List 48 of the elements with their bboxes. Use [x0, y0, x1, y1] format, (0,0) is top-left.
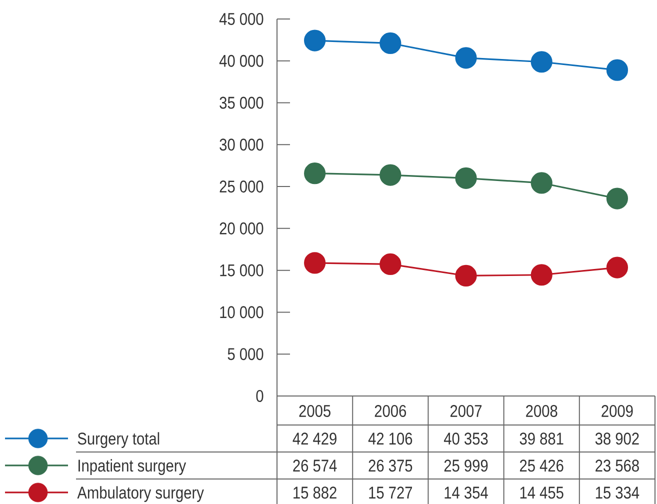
legend-label: Ambulatory surgery: [77, 486, 204, 502]
data-label: 38 902: [595, 432, 639, 445]
point: [606, 188, 628, 210]
y-tick-label: 35 000: [220, 96, 264, 109]
point: [380, 164, 402, 186]
y-tick-label: 10 000: [220, 306, 264, 318]
point: [530, 51, 552, 73]
data-label: 42 429: [292, 432, 336, 445]
x-tick-label: 2006: [374, 404, 406, 418]
x-tick-label: 2009: [602, 404, 633, 418]
data-label: 15 334: [596, 486, 640, 499]
data-label: 25 426: [520, 460, 564, 472]
y-tick-label: 5 000: [228, 348, 264, 360]
y-tick-label: 20 000: [220, 222, 264, 234]
data-label: 26 574: [293, 460, 337, 472]
y-tick-label: 15 000: [220, 264, 264, 276]
point: [530, 264, 552, 286]
data-label: 23 568: [596, 460, 639, 472]
data-label: 42 106: [368, 432, 412, 445]
x-tick-label: 2005: [299, 404, 330, 418]
y-tick-label: 25 000: [220, 180, 264, 193]
y-tick-label: 45 000: [219, 12, 264, 26]
point: [304, 162, 326, 184]
point: [304, 252, 326, 274]
x-tick-label: 2007: [450, 404, 482, 418]
point: [606, 256, 628, 278]
y-tick-label: 30 000: [220, 138, 264, 151]
y-tick-label: 0: [256, 390, 264, 402]
x-tick-label: 2008: [526, 404, 558, 418]
point: [304, 30, 326, 52]
legend-label: Surgery total: [78, 432, 160, 448]
y-tick-label: 40 000: [219, 54, 264, 67]
point: [380, 32, 402, 54]
data-label: 15 727: [369, 486, 412, 499]
point: [455, 167, 477, 189]
point: [455, 47, 477, 69]
data-label: 26 375: [368, 460, 412, 472]
point: [606, 59, 628, 81]
point: [380, 253, 402, 276]
data-label: 14 354: [444, 486, 488, 499]
data-label: 39 881: [520, 432, 564, 445]
data-label: 14 455: [520, 486, 564, 499]
point: [455, 264, 477, 287]
legend-label: Inpatient surgery: [78, 459, 186, 476]
point: [530, 172, 552, 194]
data-label: 25 999: [444, 460, 488, 472]
data-label: 15 882: [294, 486, 336, 499]
data-label: 40 353: [444, 432, 488, 445]
